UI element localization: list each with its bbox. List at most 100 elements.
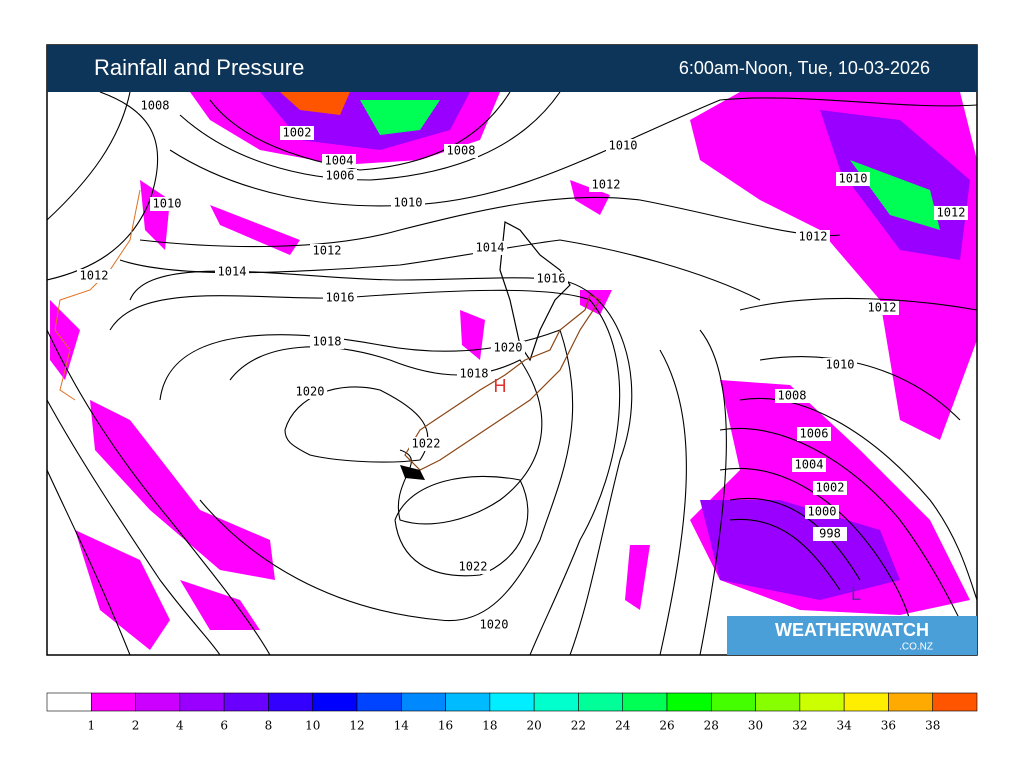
legend-swatch [489, 692, 535, 712]
isobar-label-bg [322, 154, 356, 168]
coastline [54, 189, 601, 480]
legend-label: 34 [837, 719, 853, 733]
legend-swatch [268, 692, 314, 712]
isobar-label-bg [813, 481, 847, 495]
legend-swatch [46, 692, 92, 712]
isobar-label: 998 [819, 527, 841, 541]
legend-swatch [223, 692, 269, 712]
isobar-label: 1014 [218, 265, 247, 279]
isobar-label: 1008 [447, 144, 476, 158]
isobar-label-bg [444, 144, 478, 158]
legend-swatch [533, 692, 579, 712]
legend-label: 24 [615, 719, 631, 733]
isobar-label: 1000 [808, 505, 837, 519]
isobar-label-bg [323, 291, 357, 305]
isobar-label-bg [491, 341, 525, 355]
legend-label: 6 [220, 719, 228, 733]
legend-swatch [90, 692, 136, 712]
isobar-label-bg [310, 335, 344, 349]
isobar-label-bg [473, 241, 507, 255]
title-bar [47, 45, 977, 92]
legend-label: 22 [571, 719, 586, 733]
isobar-label: 1006 [326, 169, 355, 183]
isobar-label: 1012 [937, 206, 966, 220]
isobar-label-bg [805, 505, 839, 519]
legend-swatch [799, 692, 845, 712]
isobar-label-bg [293, 385, 327, 399]
legend-label: 28 [704, 719, 719, 733]
isobar-label-bg [457, 367, 491, 381]
legend-swatch [843, 692, 889, 712]
isobar-label: 1020 [480, 618, 509, 632]
isobar-label: 1010 [394, 196, 423, 210]
isobar-label-bg [865, 301, 899, 315]
legend-swatch [356, 692, 402, 712]
isobar-label: 1018 [313, 335, 342, 349]
logo-box [727, 616, 977, 655]
legend-label: 36 [881, 719, 896, 733]
isobar-label-bg [797, 427, 831, 441]
legend-label: 1 [87, 719, 95, 733]
rain-areas [50, 92, 977, 650]
legend-swatch [445, 692, 491, 712]
isobar-label: 1002 [816, 481, 845, 495]
legend-swatch [622, 692, 668, 712]
isobar-label: 1004 [795, 458, 824, 472]
isobar-label-bg [323, 169, 357, 183]
isobar-label: 1012 [313, 244, 342, 258]
isobar-label: 1004 [325, 154, 354, 168]
isobar-label: 1012 [80, 269, 109, 283]
isobar-label-bg [77, 269, 111, 283]
legend-swatch [932, 692, 978, 712]
legend-label: 8 [265, 719, 273, 733]
isobar-label-bg [589, 178, 623, 192]
legend-swatch [666, 692, 712, 712]
isobar-label: 1010 [609, 139, 638, 153]
isobar-label: 1022 [412, 437, 441, 451]
isobar-label-bg [391, 196, 425, 210]
isobars [47, 92, 977, 655]
legend-label: 4 [176, 719, 184, 733]
isobar-label-bg [775, 389, 809, 403]
legend-swatch [135, 692, 181, 712]
isobar-label: 1022 [459, 560, 488, 574]
isobar-label-bg [934, 206, 968, 220]
isobar-label: 1018 [460, 367, 489, 381]
isobar-label: 1014 [476, 241, 505, 255]
legend-swatch [710, 692, 756, 712]
isobar-label: 1008 [141, 99, 170, 113]
legend-swatch [400, 692, 446, 712]
isobar-label: 1012 [868, 301, 897, 315]
isobar-label-bg [813, 527, 847, 541]
isobar-label-bg [150, 197, 184, 211]
legend: 1 2 4 6 8 10 12 14 16 18 20 22 24 26 28 30 32 34 36 38 [46, 692, 978, 733]
isobar-label-bg [477, 618, 511, 632]
legend-swatch [578, 692, 624, 712]
period: 6:00am-Noon, Tue, 10-03-2026 [679, 58, 930, 78]
isobar-label-bg [138, 99, 172, 113]
legend-label: 10 [305, 719, 320, 733]
isobar-label-bg [310, 244, 344, 258]
legend-label: 20 [527, 719, 542, 733]
isobar-label: 1016 [537, 272, 566, 286]
legend-swatch [755, 692, 801, 712]
isobar-label-bg [823, 358, 857, 372]
isobar-label: 1012 [592, 178, 621, 192]
legend-label: 32 [792, 719, 807, 733]
isobar-label: 1006 [800, 427, 829, 441]
isobar-label: 1012 [799, 230, 828, 244]
isobar-label-bg [534, 272, 568, 286]
isobar-label: 1008 [778, 389, 807, 403]
isobar-label: 1010 [839, 172, 868, 186]
isobar-label: 1020 [296, 385, 325, 399]
isobar-label-bg [215, 265, 249, 279]
isobar-label-bg [836, 172, 870, 186]
isobar-label: 1020 [494, 341, 523, 355]
isobar-label: 1016 [326, 291, 355, 305]
isobar-label-bg [792, 458, 826, 472]
high-marker: H [494, 376, 507, 396]
isobar-label-bg [456, 560, 490, 574]
isobar-label-bg [796, 230, 830, 244]
